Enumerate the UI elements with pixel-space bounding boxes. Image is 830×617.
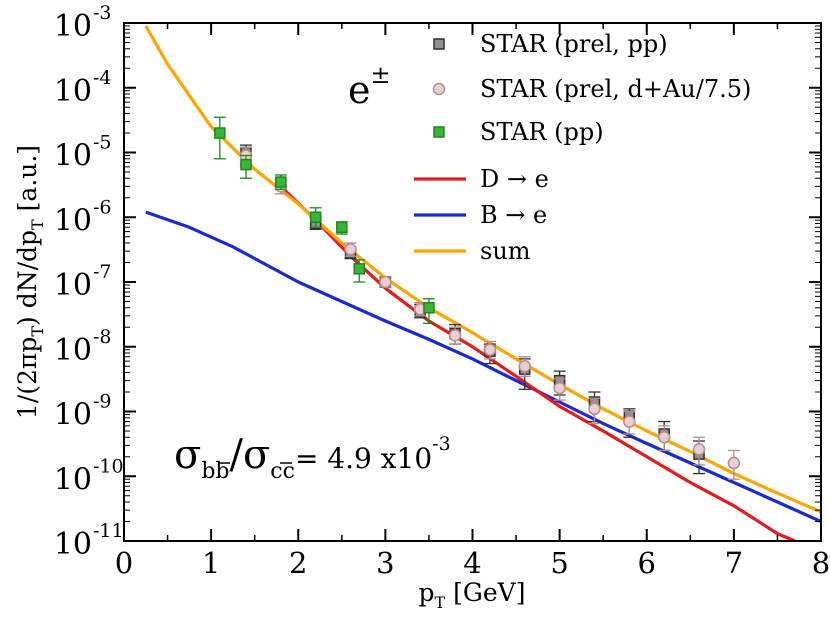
data-point: [657, 431, 671, 444]
x-tick-label: 6: [638, 546, 656, 580]
legend-label: STAR (prel, pp): [480, 30, 668, 58]
x-tick-label: 7: [725, 546, 743, 580]
legend-marker: [433, 126, 445, 138]
data-point: [275, 176, 287, 188]
y-tick-exponent: -10: [93, 455, 124, 477]
x-axis-ticks: 0 1 2 3 4 5 6 7 8: [115, 23, 830, 580]
x-tick-label: 0: [115, 546, 133, 580]
data-point: [379, 275, 392, 289]
particle-annotation: e±: [348, 61, 391, 112]
y-tick-label: 10: [54, 462, 92, 497]
x-tick-label: 1: [202, 546, 220, 580]
y-tick-label: 10: [54, 268, 92, 303]
data-point: [336, 221, 348, 234]
y-tick-label: 10: [54, 527, 92, 562]
data-point: [692, 443, 706, 456]
data-point: [240, 158, 252, 171]
legend-label: B → e: [480, 201, 547, 229]
y-tick-label: 10: [54, 139, 92, 174]
legend-label: STAR (pp): [480, 118, 604, 146]
x-axis-label: pT [GeV]: [419, 578, 526, 612]
data-point: [483, 343, 497, 356]
legend-marker: [432, 82, 446, 96]
x-tick-label: 2: [289, 546, 307, 580]
data-point: [553, 381, 566, 395]
y-tick-label: 10: [54, 203, 92, 238]
data-point: [344, 243, 357, 256]
legend-marker: [433, 38, 445, 50]
data-point: [353, 263, 365, 275]
y-tick-exponent: -5: [93, 132, 112, 154]
data-point: [448, 329, 462, 342]
x-tick-label: 5: [550, 546, 568, 580]
y-tick-label: 10: [54, 9, 92, 44]
data-point: [588, 402, 601, 416]
y-tick-label: 10: [54, 74, 92, 109]
y-tick-exponent: -3: [93, 2, 112, 24]
x-tick-label: 4: [463, 546, 481, 580]
data-point: [727, 456, 741, 470]
y-tick-exponent: -9: [93, 391, 112, 413]
data-point: [309, 211, 322, 223]
legend: STAR (prel, pp) STAR (prel, d+Au/7.5) STAR…: [414, 30, 751, 265]
data-point: [623, 415, 636, 428]
y-tick-exponent: -7: [93, 261, 112, 283]
y-tick-exponent: -6: [93, 196, 112, 218]
x-tick-label: 3: [376, 546, 394, 580]
data-point: [423, 302, 435, 314]
legend-label: STAR (prel, d+Au/7.5): [480, 75, 751, 103]
data-points-layer: [213, 116, 741, 480]
x-tick-label: 8: [812, 546, 830, 580]
series-line: [279, 185, 796, 541]
data-point: [518, 359, 532, 373]
y-tick-exponent: -11: [93, 520, 124, 542]
legend-label: D → e: [480, 165, 549, 193]
y-axis-label: 1/(2πpT) dN/dpT [a.u.]: [13, 145, 47, 419]
y-tick-exponent: -4: [93, 67, 112, 89]
y-tick-label: 10: [54, 333, 92, 368]
series-line: [145, 210, 821, 523]
y-tick-exponent: -8: [93, 326, 112, 348]
legend-label: sum: [480, 237, 531, 265]
y-tick-label: 10: [54, 398, 92, 433]
data-point: [214, 127, 226, 139]
